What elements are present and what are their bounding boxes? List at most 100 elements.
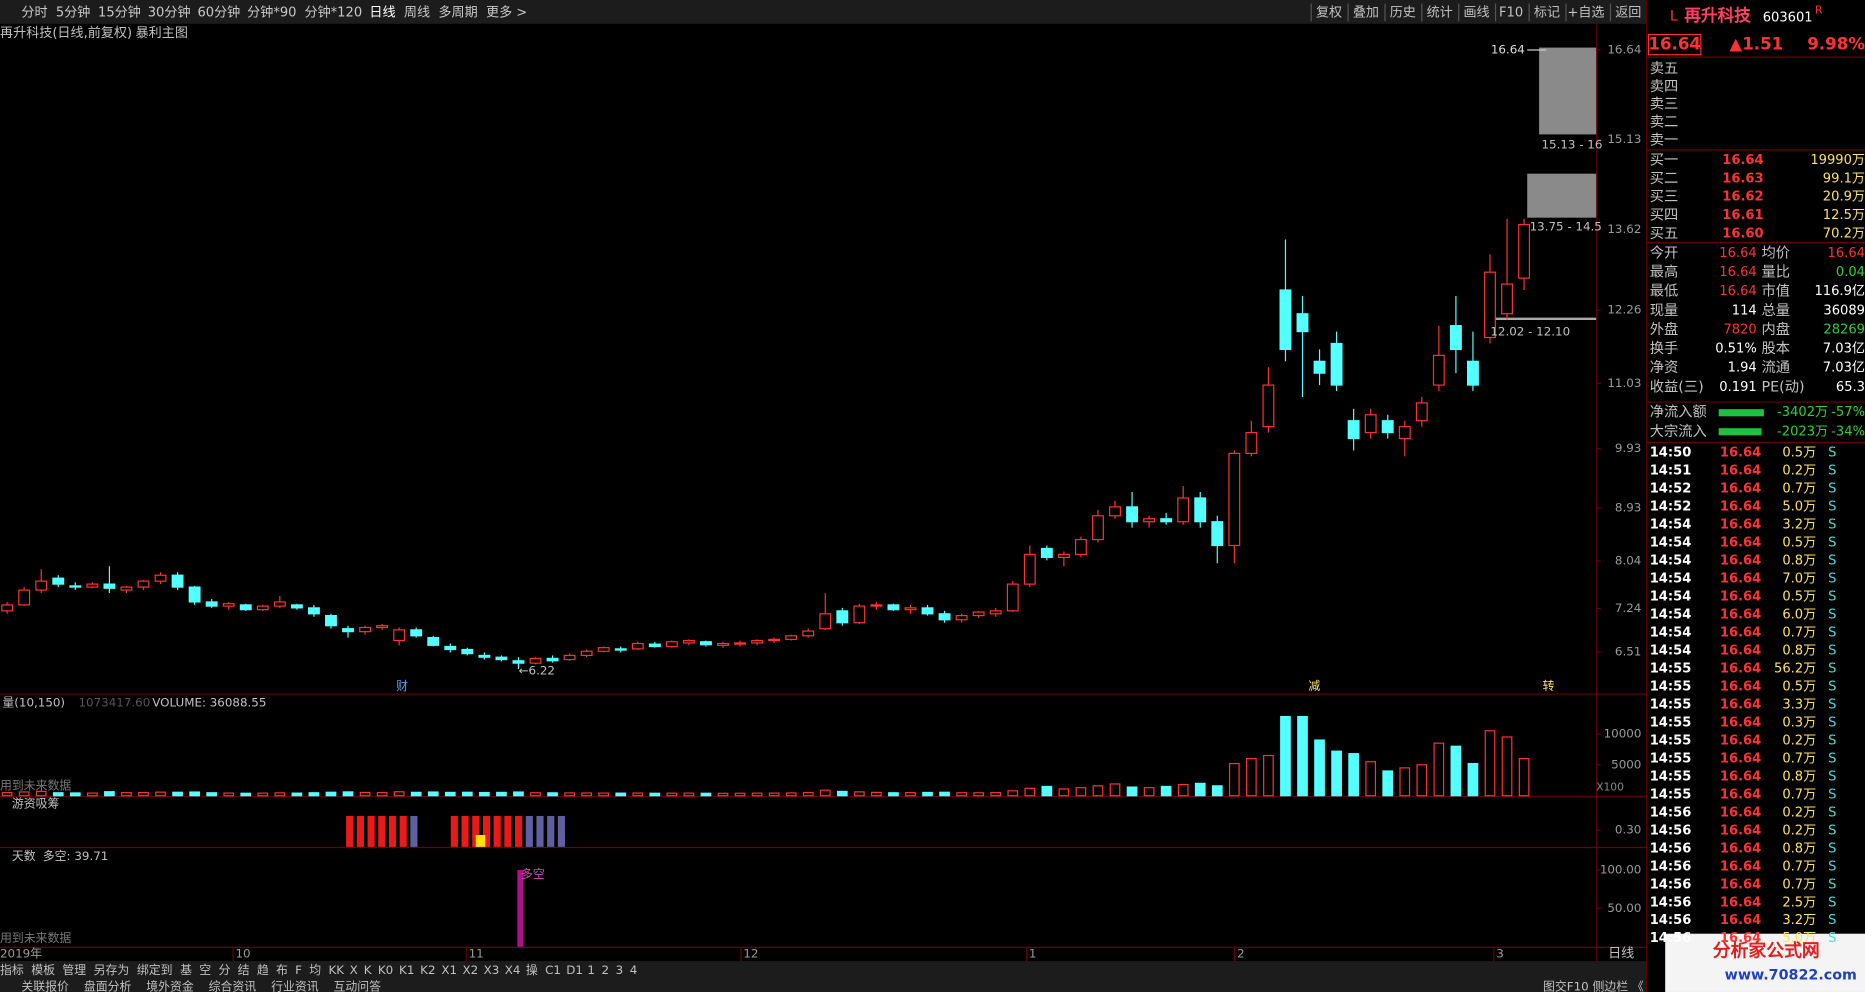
tab-button[interactable]: 另存为 [94, 963, 130, 977]
tab-button[interactable]: 空 [199, 963, 211, 977]
toolbar-button[interactable]: 周线 [404, 5, 430, 21]
trade-volume: 3.3万 [1782, 697, 1816, 712]
candle-body [18, 589, 31, 606]
tab-button[interactable]: 趋 [257, 963, 269, 977]
tab-button[interactable]: 指标 [0, 963, 24, 977]
volume-bar [717, 792, 729, 797]
tab-button[interactable]: 布 [276, 963, 288, 977]
volume-bar [683, 792, 695, 797]
tab-button[interactable]: 均 [309, 963, 321, 977]
stat-label: 最高 [1650, 264, 1679, 281]
tab-button[interactable]: 分 [218, 963, 230, 977]
tab-button[interactable]: K1 [399, 963, 414, 977]
tab-button[interactable]: 管理 [62, 963, 86, 977]
volume-bar [325, 791, 337, 797]
toolbar-button[interactable]: 画线 [1463, 5, 1489, 21]
y-tick-label: 15.13 [1607, 132, 1641, 146]
tab-button[interactable]: X2 [462, 963, 478, 977]
trade-price: 16.64 [1720, 859, 1761, 874]
trade-volume: 5.0万 [1782, 500, 1816, 515]
tab-button[interactable]: C1 [545, 963, 561, 977]
tab-button[interactable]: 2 [602, 963, 610, 977]
range-label: 13.75 - 14.5 [1530, 220, 1602, 234]
trade-volume: 3.2万 [1782, 913, 1816, 928]
toolbar-button[interactable]: 叠加 [1353, 5, 1379, 21]
candle-body [461, 648, 474, 655]
candle-body [427, 636, 440, 646]
toolbar-button[interactable]: 分钟*120 [304, 4, 362, 21]
tab-button[interactable]: X1 [441, 963, 457, 977]
volume-bar [956, 792, 967, 797]
tab-button[interactable]: X [350, 963, 358, 977]
tab-button[interactable]: K0 [378, 963, 393, 977]
candle-body [120, 586, 133, 591]
candle-body [1313, 360, 1326, 374]
tab-button[interactable]: D1 [566, 963, 583, 977]
toolbar-button[interactable]: +自选 [1567, 5, 1604, 21]
tab-button[interactable]: K [364, 963, 373, 977]
stock-code: 603601 [1763, 10, 1813, 25]
stat-value: 7820 [1723, 322, 1756, 337]
link-button[interactable]: 综合资讯 [209, 980, 257, 992]
stat-value: 116.9亿 [1814, 283, 1865, 299]
volume-bar [1007, 790, 1019, 797]
candle-body [1381, 420, 1394, 434]
candle-body [648, 643, 661, 648]
tab-button[interactable]: 绑定到 [137, 963, 173, 977]
link-button[interactable]: 行业资讯 [271, 980, 319, 992]
tab-button[interactable]: 操 [526, 963, 538, 977]
tab-button[interactable]: K2 [420, 963, 435, 977]
toolbar-button[interactable]: 标记 [1534, 5, 1560, 21]
trade-price: 16.64 [1720, 644, 1761, 659]
toolbar-button[interactable]: 分钟*90 [247, 4, 296, 21]
toolbar-button[interactable]: 5分钟 [56, 4, 90, 21]
toolbar-button[interactable]: 统计 [1427, 5, 1453, 21]
toolbar-button[interactable]: 历史 [1390, 5, 1416, 21]
toolbar-button[interactable]: 返回 [1615, 5, 1641, 21]
tab-button[interactable]: X4 [505, 963, 521, 977]
trade-price: 16.64 [1720, 697, 1761, 712]
volume-bar [598, 792, 610, 797]
candle-body [86, 583, 99, 588]
toolbar-button[interactable]: 15分钟 [98, 4, 141, 21]
tab-button[interactable]: F [295, 963, 302, 977]
toolbar-button[interactable]: 30分钟 [148, 4, 191, 21]
volume-bar [359, 791, 371, 797]
toolbar-button[interactable]: 日线 [369, 5, 395, 21]
link-button[interactable]: 关联报价 [21, 980, 69, 992]
tab-button[interactable]: 4 [630, 963, 638, 977]
candle-body [171, 574, 184, 588]
candle-body [376, 625, 389, 629]
toolbar-button[interactable]: 分时 [21, 5, 47, 21]
trade-price: 16.64 [1720, 751, 1761, 766]
tab-button[interactable]: 基 [180, 963, 192, 977]
toolbar-button[interactable]: 多周期 [438, 4, 477, 21]
tab-button[interactable]: 3 [616, 963, 624, 977]
toolbar-button[interactable]: 复权 [1316, 4, 1342, 21]
candle-body [512, 660, 525, 664]
toolbar-button[interactable]: 60分钟 [197, 4, 240, 21]
volume-readout: VOLUME: 36088.55 [152, 695, 266, 709]
trade-price: 16.64 [1720, 769, 1761, 784]
toolbar-button[interactable]: 更多 > [486, 4, 527, 21]
tab-button[interactable]: 1 [587, 963, 595, 977]
link-button[interactable]: 境外资金 [146, 980, 194, 992]
link-button[interactable]: 盘面分析 [84, 980, 132, 992]
side-toggle[interactable]: 图交F10 侧边栏 《 [1543, 980, 1644, 992]
candle-body [393, 629, 406, 642]
tab-button[interactable]: 模板 [31, 963, 55, 977]
candle-body [1040, 547, 1053, 558]
volume-bar [274, 792, 286, 797]
tab-button[interactable]: X3 [484, 963, 500, 977]
trade-time: 14:54 [1650, 518, 1692, 533]
trade-volume: 0.7万 [1782, 787, 1816, 802]
tab-button[interactable]: KK [328, 963, 345, 977]
trade-side: S [1828, 913, 1836, 928]
volume-bar [802, 791, 814, 797]
tab-button[interactable]: 结 [238, 963, 250, 977]
trade-time: 14:56 [1650, 859, 1692, 874]
link-button[interactable]: 互动问答 [334, 980, 382, 992]
toolbar-button[interactable]: F10 [1499, 6, 1523, 21]
candle-body [938, 613, 951, 621]
